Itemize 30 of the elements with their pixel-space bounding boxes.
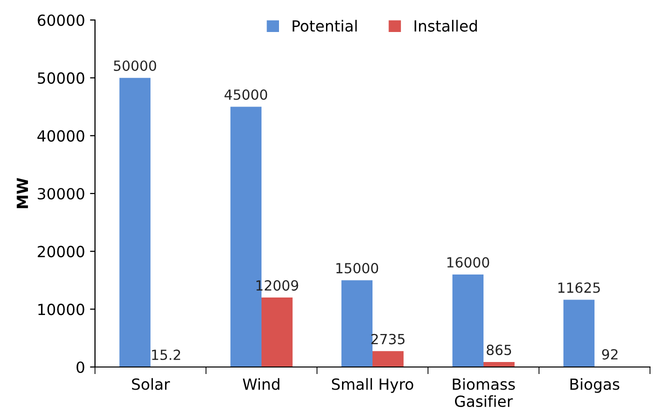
bar	[262, 298, 293, 367]
x-tick-label: Biomass Gasifier	[452, 378, 515, 408]
data-label: 16000	[447, 257, 490, 268]
data-label: 15000	[336, 262, 378, 274]
bar	[372, 351, 404, 367]
data-label: 865	[486, 344, 512, 356]
legend-label: Installed	[414, 20, 477, 32]
bar	[119, 78, 150, 367]
bar	[563, 300, 594, 367]
x-tick-label: Small Hyro	[332, 378, 414, 393]
y-tick-label: 0	[76, 361, 84, 374]
y-tick-label: 20000	[38, 246, 84, 258]
bar	[341, 280, 372, 367]
y-tick-label: 10000	[38, 304, 84, 316]
y-tick-label: 30000	[38, 188, 84, 200]
x-tick-label: Biogas	[570, 378, 620, 393]
y-tick-label: 60000	[38, 14, 84, 26]
data-label: 15.2	[152, 350, 180, 360]
x-tick-label: Wind	[242, 378, 280, 390]
x-tick-label: Solar	[132, 378, 170, 390]
data-label: 11625	[558, 282, 600, 293]
y-tick-label: 50000	[38, 72, 84, 84]
data-label: 92	[602, 349, 618, 360]
y-axis-title: MW	[16, 178, 28, 208]
data-label: 45000	[224, 89, 268, 100]
bar	[452, 274, 484, 367]
y-tick-label: 40000	[37, 130, 84, 142]
data-label: 50000	[114, 60, 156, 71]
legend-label: Potential	[292, 20, 357, 32]
bar	[484, 362, 515, 367]
